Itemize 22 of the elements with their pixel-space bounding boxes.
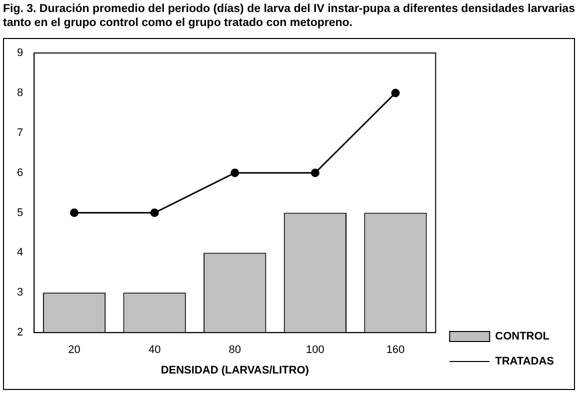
x-tick-label: 100	[306, 344, 324, 356]
legend-label: CONTROL	[495, 330, 550, 343]
y-tick-label: 7	[16, 126, 24, 139]
y-tick-label: 4	[16, 246, 24, 259]
y-tick-label: 5	[16, 206, 24, 219]
point	[150, 208, 159, 218]
y-tick-label: 6	[16, 166, 24, 179]
chart-title: Fig. 3. Duración promedio del periodo (días) de larva del IV instar-pupa a diferentes densidades larvarias tanto en el grupo control como el grupo tratado con metopreno.	[3, 2, 575, 30]
y-tick-label: 8	[16, 86, 24, 99]
x-tick-label: 160	[386, 344, 405, 356]
x-tick-label: 40	[148, 344, 161, 356]
x-tick-label: 80	[228, 344, 242, 356]
point	[230, 168, 240, 178]
legend-label: TRATADAS	[495, 356, 554, 368]
x-axis-title: DENSIDAD (LARVAS/LITRO)	[160, 364, 310, 376]
point	[310, 168, 320, 178]
y-tick-label: 2	[16, 326, 24, 339]
x-tick-label: 20	[68, 344, 80, 356]
y-tick-label: 3	[16, 286, 24, 299]
y-tick-label: 9	[16, 47, 24, 60]
point	[70, 208, 79, 218]
point	[391, 88, 400, 98]
